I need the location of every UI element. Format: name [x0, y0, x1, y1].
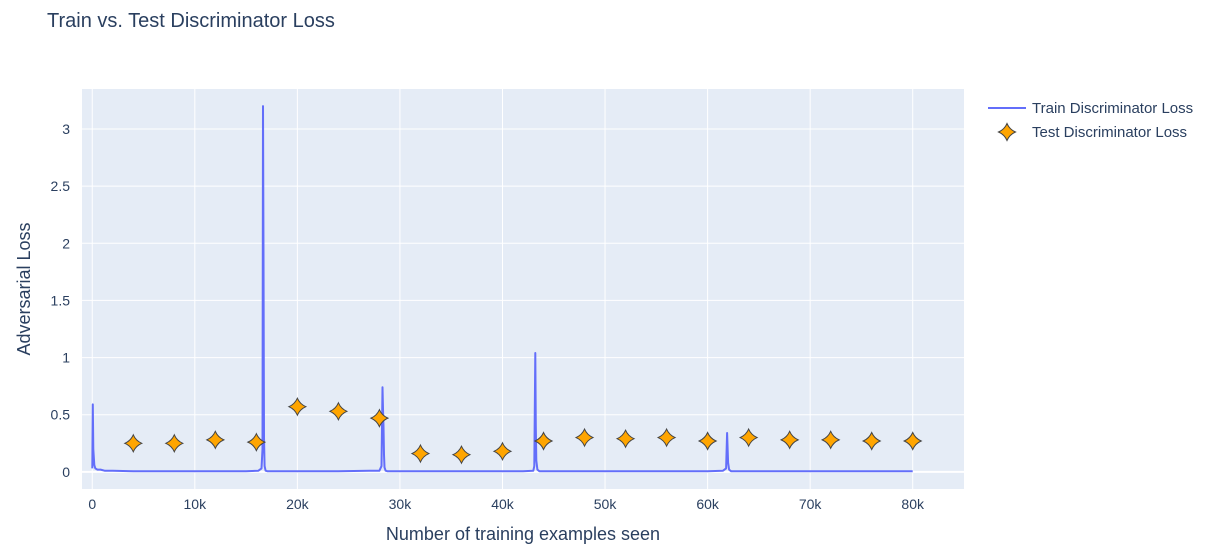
test-loss-point — [369, 408, 390, 428]
series-layer — [91, 105, 923, 473]
series-0 — [91, 105, 913, 473]
test-loss-point — [779, 430, 800, 450]
x-tick-label: 30k — [389, 496, 413, 512]
x-tick-label: 20k — [286, 496, 310, 512]
x-axis-ticks: 0 10k 20k 30k 40k 50k 60k 70k 80k — [88, 496, 925, 512]
legend-label: Test Discriminator Loss — [1032, 124, 1187, 141]
x-tick-label: 40k — [491, 496, 515, 512]
y-tick-label: 3 — [62, 121, 70, 137]
test-loss-point — [902, 431, 923, 451]
x-tick-label: 80k — [901, 496, 925, 512]
x-tick-label: 10k — [184, 496, 208, 512]
test-loss-point — [123, 433, 144, 454]
plot-background — [82, 89, 964, 489]
test-loss-point — [246, 432, 267, 452]
legend-item-1[interactable]: Test Discriminator Loss — [997, 122, 1188, 142]
y-axis-title: Adversarial Loss — [14, 222, 34, 355]
y-tick-label: 1 — [62, 350, 70, 366]
y-tick-label: 1.5 — [51, 292, 71, 308]
test-loss-point — [492, 441, 513, 462]
test-loss-point — [410, 443, 431, 464]
y-tick-label: 2.5 — [51, 178, 71, 194]
legend-star-swatch — [997, 122, 1017, 142]
x-tick-label: 0 — [88, 496, 96, 512]
legend[interactable]: Train Discriminator Loss Test Discriminat… — [988, 100, 1193, 142]
test-loss-point — [861, 431, 882, 451]
train-loss-line — [91, 105, 913, 473]
legend-item-0[interactable]: Train Discriminator Loss — [988, 100, 1193, 117]
x-tick-label: 50k — [594, 496, 618, 512]
test-loss-point — [574, 427, 595, 448]
test-loss-point — [697, 431, 718, 451]
y-tick-label: 0 — [62, 464, 70, 480]
x-axis-title: Number of training examples seen — [386, 524, 660, 544]
test-loss-point — [164, 433, 185, 454]
test-loss-point — [451, 444, 472, 465]
test-loss-point — [205, 430, 226, 450]
y-tick-label: 0.5 — [51, 407, 71, 423]
chart-title: Train vs. Test Discriminator Loss — [47, 10, 335, 32]
y-tick-label: 2 — [62, 235, 70, 251]
test-loss-point — [615, 428, 636, 449]
test-loss-point — [820, 430, 841, 450]
legend-label: Train Discriminator Loss — [1032, 100, 1193, 117]
series-1 — [123, 396, 923, 465]
test-loss-point — [287, 396, 308, 417]
test-loss-point — [328, 401, 349, 422]
x-tick-label: 70k — [799, 496, 823, 512]
y-axis-ticks: 0 0.5 1 1.5 2 2.5 3 — [51, 121, 71, 480]
x-tick-label: 60k — [696, 496, 720, 512]
test-loss-point — [656, 427, 677, 448]
test-loss-point — [738, 427, 759, 448]
test-loss-point — [533, 431, 554, 451]
